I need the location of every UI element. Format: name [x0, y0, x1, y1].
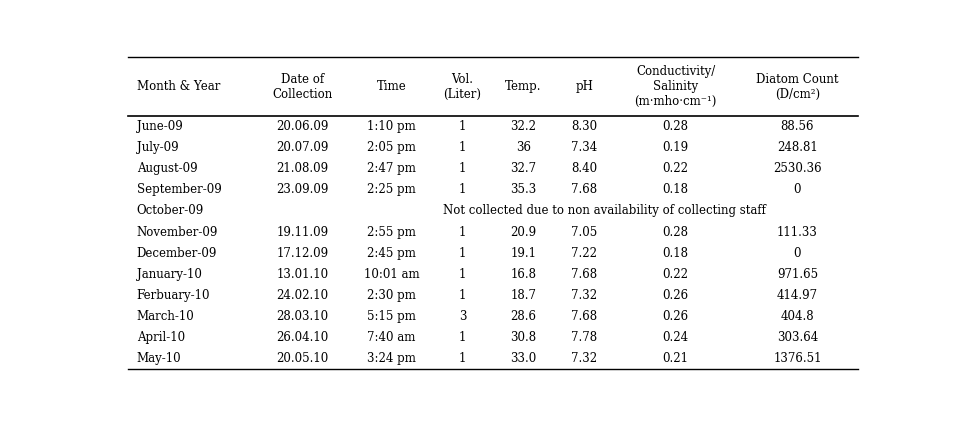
Text: 2:25 pm: 2:25 pm	[367, 183, 415, 196]
Text: Ferbuary-10: Ferbuary-10	[136, 289, 209, 302]
Text: 36: 36	[515, 141, 530, 154]
Text: 28.03.10: 28.03.10	[276, 310, 328, 323]
Text: August-09: August-09	[136, 162, 197, 175]
Text: 2:45 pm: 2:45 pm	[367, 246, 415, 260]
Text: 20.06.09: 20.06.09	[276, 120, 328, 133]
Text: 33.0: 33.0	[510, 352, 536, 365]
Text: 0.22: 0.22	[662, 162, 688, 175]
Text: 0.18: 0.18	[662, 183, 688, 196]
Text: 404.8: 404.8	[779, 310, 813, 323]
Text: October-09: October-09	[136, 204, 204, 217]
Text: 7.68: 7.68	[571, 310, 597, 323]
Text: 7.34: 7.34	[571, 141, 597, 154]
Text: 20.05.10: 20.05.10	[276, 352, 328, 365]
Text: 7.68: 7.68	[571, 268, 597, 281]
Text: 248.81: 248.81	[776, 141, 817, 154]
Text: Vol.
(Liter): Vol. (Liter)	[443, 73, 481, 100]
Text: 0: 0	[793, 246, 801, 260]
Text: 19.11.09: 19.11.09	[276, 225, 328, 238]
Text: July-09: July-09	[136, 141, 178, 154]
Text: Time: Time	[377, 80, 406, 93]
Text: 0.24: 0.24	[662, 331, 688, 344]
Text: 19.1: 19.1	[510, 246, 536, 260]
Text: 26.04.10: 26.04.10	[276, 331, 328, 344]
Text: December-09: December-09	[136, 246, 217, 260]
Text: 28.6: 28.6	[510, 310, 536, 323]
Text: 0.18: 0.18	[662, 246, 688, 260]
Text: 16.8: 16.8	[510, 268, 536, 281]
Text: 88.56: 88.56	[780, 120, 813, 133]
Text: 21.08.09: 21.08.09	[276, 162, 328, 175]
Text: January-10: January-10	[136, 268, 201, 281]
Text: 8.30: 8.30	[571, 120, 597, 133]
Text: June-09: June-09	[136, 120, 183, 133]
Text: 0.28: 0.28	[662, 225, 688, 238]
Text: 1: 1	[458, 141, 466, 154]
Text: 303.64: 303.64	[776, 331, 817, 344]
Text: 3:24 pm: 3:24 pm	[367, 352, 415, 365]
Text: 0.28: 0.28	[662, 120, 688, 133]
Text: 18.7: 18.7	[510, 289, 536, 302]
Text: 0.26: 0.26	[662, 310, 688, 323]
Text: Diatom Count
(D/cm²): Diatom Count (D/cm²)	[755, 73, 838, 100]
Text: 7.78: 7.78	[571, 331, 597, 344]
Text: 2:05 pm: 2:05 pm	[367, 141, 415, 154]
Text: 7:40 am: 7:40 am	[367, 331, 415, 344]
Text: Conductivity/
Salinity
(m·mho·cm⁻¹): Conductivity/ Salinity (m·mho·cm⁻¹)	[634, 65, 716, 108]
Text: March-10: March-10	[136, 310, 194, 323]
Text: 7.05: 7.05	[571, 225, 597, 238]
Text: 2:47 pm: 2:47 pm	[367, 162, 415, 175]
Text: 3: 3	[458, 310, 466, 323]
Text: 7.22: 7.22	[571, 246, 597, 260]
Text: May-10: May-10	[136, 352, 181, 365]
Text: September-09: September-09	[136, 183, 221, 196]
Text: 30.8: 30.8	[510, 331, 536, 344]
Text: 8.40: 8.40	[571, 162, 597, 175]
Text: 414.97: 414.97	[776, 289, 817, 302]
Text: 2530.36: 2530.36	[773, 162, 821, 175]
Text: 0.19: 0.19	[662, 141, 688, 154]
Text: 24.02.10: 24.02.10	[276, 289, 328, 302]
Text: 35.3: 35.3	[510, 183, 536, 196]
Text: 0.22: 0.22	[662, 268, 688, 281]
Text: Date of
Collection: Date of Collection	[272, 73, 333, 100]
Text: 0: 0	[793, 183, 801, 196]
Text: 32.7: 32.7	[510, 162, 536, 175]
Text: 20.9: 20.9	[510, 225, 536, 238]
Text: November-09: November-09	[136, 225, 218, 238]
Text: Month & Year: Month & Year	[136, 80, 220, 93]
Text: 23.09.09: 23.09.09	[276, 183, 328, 196]
Text: 1: 1	[458, 183, 466, 196]
Text: 1: 1	[458, 289, 466, 302]
Text: 32.2: 32.2	[510, 120, 536, 133]
Text: 17.12.09: 17.12.09	[276, 246, 328, 260]
Text: 7.32: 7.32	[571, 352, 597, 365]
Text: 971.65: 971.65	[776, 268, 817, 281]
Text: 2:55 pm: 2:55 pm	[367, 225, 415, 238]
Text: 1:10 pm: 1:10 pm	[367, 120, 415, 133]
Text: 0.21: 0.21	[662, 352, 688, 365]
Text: 1: 1	[458, 120, 466, 133]
Text: 1: 1	[458, 246, 466, 260]
Text: 1: 1	[458, 268, 466, 281]
Text: 1: 1	[458, 331, 466, 344]
Text: 5:15 pm: 5:15 pm	[367, 310, 415, 323]
Text: 111.33: 111.33	[776, 225, 817, 238]
Text: Not collected due to non availability of collecting staff: Not collected due to non availability of…	[443, 204, 765, 217]
Text: Temp.: Temp.	[505, 80, 541, 93]
Text: April-10: April-10	[136, 331, 185, 344]
Text: 7.32: 7.32	[571, 289, 597, 302]
Text: 13.01.10: 13.01.10	[276, 268, 328, 281]
Text: 7.68: 7.68	[571, 183, 597, 196]
Text: 2:30 pm: 2:30 pm	[367, 289, 415, 302]
Text: 1: 1	[458, 225, 466, 238]
Text: 20.07.09: 20.07.09	[276, 141, 328, 154]
Text: 1: 1	[458, 162, 466, 175]
Text: 10:01 am: 10:01 am	[363, 268, 419, 281]
Text: 1: 1	[458, 352, 466, 365]
Text: pH: pH	[575, 80, 593, 93]
Text: 0.26: 0.26	[662, 289, 688, 302]
Text: 1376.51: 1376.51	[773, 352, 821, 365]
